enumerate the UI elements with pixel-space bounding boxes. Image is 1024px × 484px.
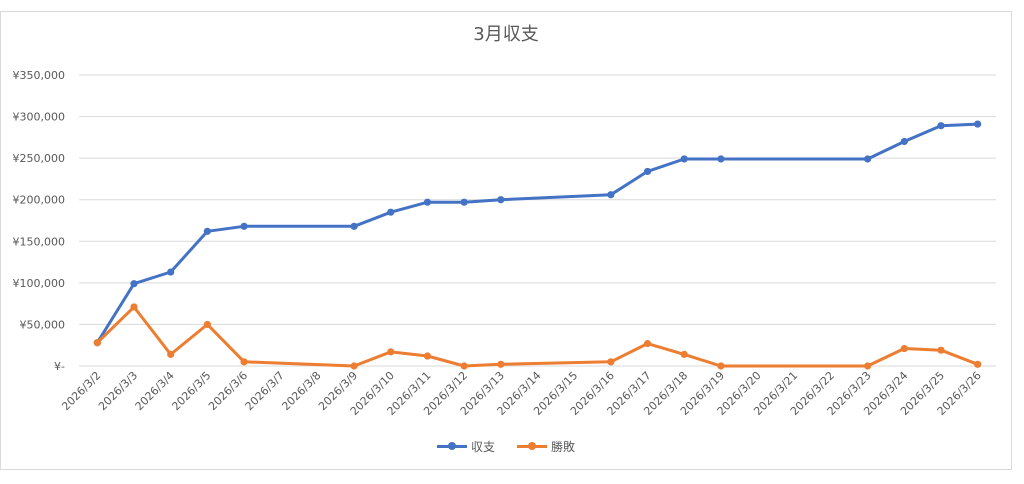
- series-layer: [93, 120, 982, 370]
- series-line-2: [95, 305, 980, 368]
- x-tick-label: 2026/3/5: [169, 369, 213, 413]
- y-tick-label: ¥50,000: [20, 318, 66, 331]
- data-point-series-2: [864, 362, 872, 370]
- data-point-series-2: [387, 348, 395, 356]
- chart-frame: [0, 11, 1012, 470]
- series-line-1: [95, 122, 980, 345]
- data-point-series-1: [607, 191, 615, 199]
- legend-label-series-2: 勝敗: [551, 440, 576, 454]
- data-point-series-2: [900, 344, 908, 353]
- data-point-series-1: [203, 227, 211, 235]
- x-axis-ticks: 2026/3/22026/3/32026/3/42026/3/52026/3/6…: [59, 369, 983, 418]
- y-tick-label: ¥150,000: [13, 235, 66, 248]
- chart-title: 3月収支: [473, 24, 539, 45]
- data-point-series-2: [680, 350, 688, 358]
- data-point-series-1: [900, 137, 908, 146]
- x-tick-label: 2026/3/8: [279, 369, 323, 413]
- legend: 収支 勝敗: [0, 438, 1012, 455]
- legend-item-series-1: 収支: [436, 438, 495, 455]
- y-tick-label: ¥300,000: [13, 111, 66, 124]
- data-point-series-2: [240, 358, 248, 366]
- x-tick-label: 2026/3/3: [96, 369, 140, 413]
- data-point-series-2: [497, 360, 505, 368]
- legend-item-series-2: 勝敗: [517, 438, 575, 455]
- x-tick-label: 2026/3/7: [243, 369, 287, 413]
- y-tick-label: ¥-: [54, 360, 65, 373]
- data-point-series-2: [423, 352, 432, 360]
- data-point-series-2: [460, 362, 468, 370]
- data-point-series-1: [643, 167, 652, 176]
- data-point-series-2: [643, 339, 652, 348]
- data-point-series-1: [680, 155, 688, 163]
- y-tick-label: ¥100,000: [13, 277, 66, 290]
- data-point-series-1: [423, 198, 432, 206]
- data-point-series-1: [937, 122, 945, 130]
- y-tick-label: ¥250,000: [13, 152, 66, 165]
- data-point-series-2: [130, 303, 138, 311]
- data-point-series-2: [607, 358, 615, 366]
- gridlines: [79, 74, 996, 367]
- data-point-series-1: [974, 120, 982, 128]
- x-tick-label: 2026/3/6: [206, 369, 250, 413]
- y-tick-label: ¥200,000: [13, 194, 66, 207]
- data-point-series-1: [387, 208, 395, 216]
- data-point-series-1: [864, 155, 872, 163]
- legend-swatch-series-1: [436, 442, 467, 450]
- data-point-series-2: [974, 360, 982, 368]
- data-point-series-1: [460, 198, 468, 206]
- data-point-series-1: [240, 222, 248, 230]
- data-point-series-1: [350, 222, 358, 230]
- y-tick-label: ¥350,000: [13, 69, 66, 82]
- y-axis-ticks: ¥- ¥50,000 ¥100,000 ¥150,000 ¥200,000 ¥250,00…: [13, 69, 66, 373]
- data-point-series-2: [350, 362, 358, 370]
- data-point-series-1: [167, 268, 175, 276]
- data-point-series-1: [130, 280, 138, 288]
- x-tick-label: 2026/3/2: [59, 369, 103, 413]
- legend-label-series-1: 収支: [470, 440, 495, 454]
- legend-swatch-series-2: [517, 442, 547, 450]
- data-point-series-2: [167, 350, 175, 358]
- x-tick-label: 2026/3/4: [133, 369, 177, 413]
- data-point-series-2: [937, 346, 945, 354]
- data-point-series-2: [93, 339, 101, 347]
- data-point-series-1: [497, 196, 505, 204]
- data-point-series-2: [717, 362, 725, 370]
- data-point-series-2: [203, 320, 211, 329]
- data-point-series-1: [717, 155, 725, 163]
